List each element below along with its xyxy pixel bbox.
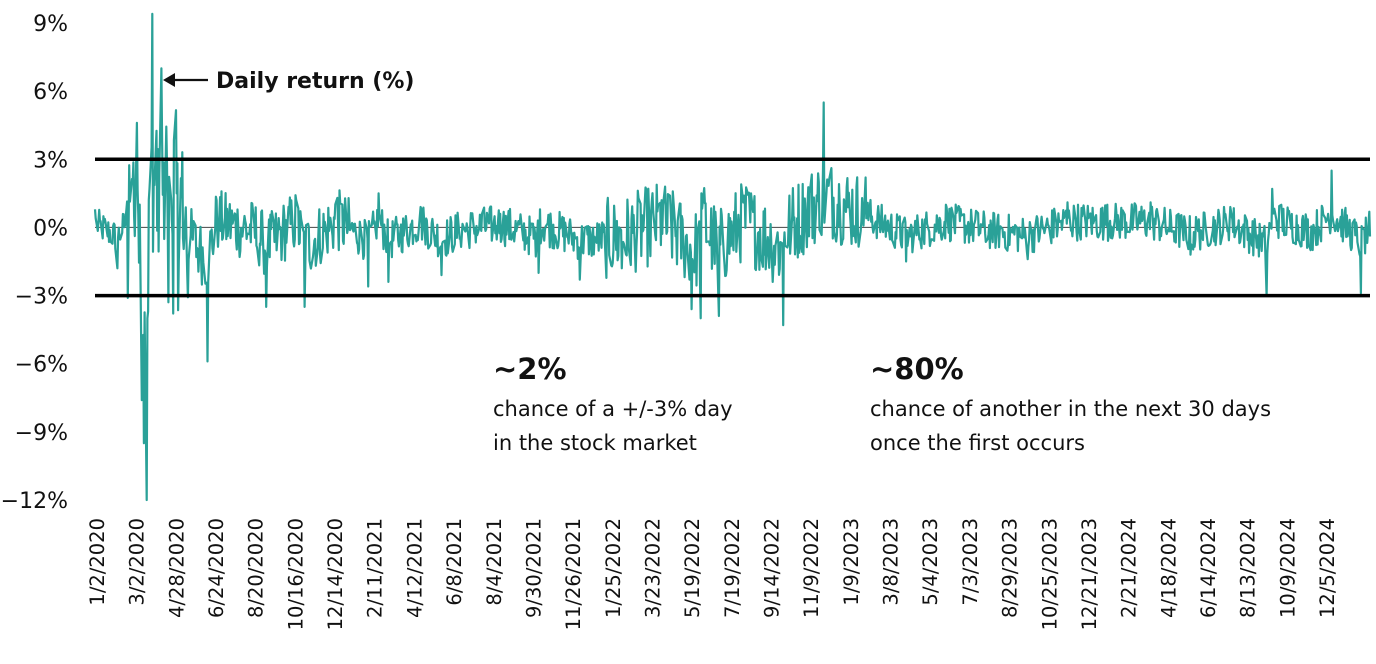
x-tick-label: 12/21/2023	[1078, 518, 1101, 630]
x-tick-label: 7/3/2023	[959, 518, 982, 606]
x-tick-label: 11/9/2022	[800, 518, 823, 618]
daily-return-series	[93, 12, 1372, 502]
x-tick-label: 1/9/2023	[840, 518, 863, 606]
x-tick-label: 1/2/2020	[86, 518, 109, 606]
x-tick-label: 11/26/2021	[562, 518, 585, 630]
x-tick-label: 8/29/2023	[999, 518, 1022, 618]
series-label: Daily return (%)	[216, 69, 414, 94]
y-tick-label: −6%	[15, 353, 68, 378]
x-tick-label: 12/5/2024	[1316, 518, 1339, 618]
y-tick-label: 9%	[33, 12, 68, 37]
x-tick-label: 7/19/2022	[721, 518, 744, 618]
y-tick-label: 3%	[33, 148, 68, 173]
callout-2-text: chance of another in the next 30 days on…	[870, 392, 1271, 460]
callout-1-line-1: chance of a +/-3% day	[493, 397, 733, 421]
y-tick-label: −12%	[1, 489, 68, 514]
x-tick-label: 2/11/2021	[364, 518, 387, 618]
x-tick-label: 1/25/2022	[602, 518, 625, 618]
x-tick-label: 4/18/2024	[1157, 518, 1180, 618]
x-tick-label: 10/16/2020	[284, 518, 307, 630]
y-axis-ticks: 9% 6% 3% 0% −3% −6% −9% −12%	[1, 12, 68, 514]
x-tick-label: 6/24/2020	[205, 518, 228, 618]
callout-1-value: ~2%	[493, 352, 567, 386]
x-tick-label: 3/2/2020	[126, 518, 149, 606]
x-tick-label: 12/14/2020	[324, 518, 347, 630]
x-tick-label: 8/20/2020	[245, 518, 268, 618]
callout-1-line-2: in the stock market	[493, 431, 697, 455]
callout-2-value: ~80%	[870, 352, 964, 386]
y-tick-label: −3%	[15, 285, 68, 310]
x-tick-label: 8/4/2021	[483, 518, 506, 606]
x-tick-label: 10/25/2023	[1038, 518, 1061, 630]
x-tick-label: 6/14/2024	[1197, 518, 1220, 618]
x-tick-label: 4/12/2021	[403, 518, 426, 618]
threshold-lines	[95, 157, 1370, 298]
x-tick-label: 9/14/2022	[761, 518, 784, 618]
callout-2-line-1: chance of another in the next 30 days	[870, 397, 1272, 421]
x-tick-label: 10/9/2024	[1276, 518, 1299, 618]
arrowhead-icon	[163, 73, 175, 87]
x-tick-label: 2/21/2024	[1118, 518, 1141, 618]
callout-1-text: chance of a +/-3% day in the stock marke…	[493, 392, 733, 460]
callout-2-line-2: once the first occurs	[870, 431, 1085, 455]
y-tick-label: −9%	[15, 421, 68, 446]
x-tick-label: 8/13/2024	[1237, 518, 1260, 618]
x-tick-label: 5/19/2022	[681, 518, 704, 618]
x-axis-ticks: 1/2/2020 3/2/2020 4/28/2020 6/24/2020 8/20/2…	[86, 518, 1339, 630]
x-tick-label: 9/30/2021	[523, 518, 546, 618]
y-tick-label: 6%	[33, 80, 68, 105]
y-tick-label: 0%	[33, 216, 68, 241]
x-tick-label: 3/8/2023	[880, 518, 903, 606]
series-label-annotation: Daily return (%)	[163, 69, 414, 94]
x-tick-label: 4/28/2020	[165, 518, 188, 618]
x-tick-label: 3/23/2022	[642, 518, 665, 618]
x-tick-label: 6/8/2021	[443, 518, 466, 606]
daily-return-line	[93, 12, 1372, 502]
x-tick-label: 5/4/2023	[919, 518, 942, 606]
